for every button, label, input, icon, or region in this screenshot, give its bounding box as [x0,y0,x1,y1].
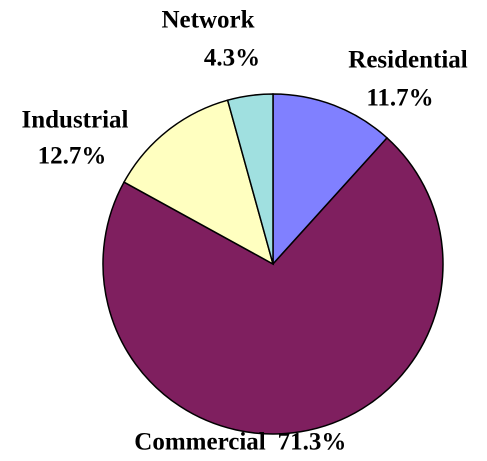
pie-slice [272,93,389,266]
pie-slice [226,93,274,265]
slice-name: Network [161,7,254,34]
pie-slice [123,99,275,266]
slice-name: Industrial [22,107,129,134]
slice-value-label: 11.7% [366,85,433,112]
slice-value-label: 4.3% [204,45,260,72]
slice-value-label: 71.3% [278,429,347,456]
pie-slice [102,136,444,435]
slice-name: Residential [348,47,468,74]
slice-name: Commercial [134,429,265,456]
slice-value-label: 12.7% [38,143,107,170]
